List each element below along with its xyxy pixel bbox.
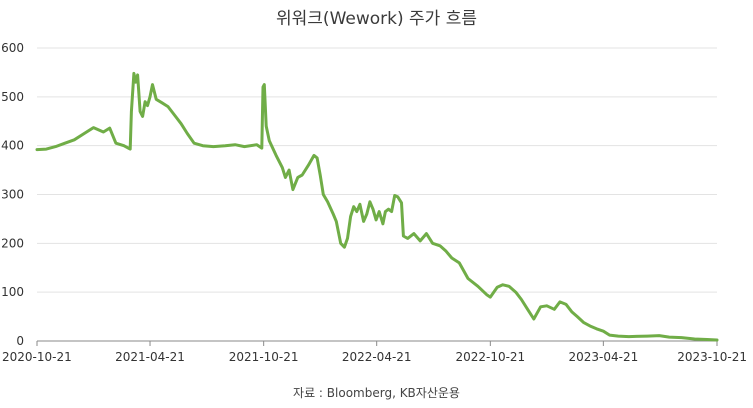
y-tick-label: 300	[1, 188, 24, 202]
y-tick-label: 500	[1, 90, 24, 104]
x-tick-label: 2023-10-21	[677, 350, 747, 364]
y-tick-label: 400	[1, 139, 24, 153]
y-tick-label: 200	[1, 236, 24, 250]
y-tick-label: 0	[16, 334, 24, 348]
x-tick-label: 2022-04-21	[342, 350, 412, 364]
y-axis-ticks: 0 100 200 300 400 500 600	[1, 41, 24, 348]
x-tick-label: 2022-10-21	[455, 350, 525, 364]
x-tick-label: 2021-10-21	[229, 350, 299, 364]
y-tick-label: 600	[1, 41, 24, 55]
chart-title: 위워크(Wework) 주가 흐름	[276, 9, 477, 29]
source-note: 자료 : Bloomberg, KB자산운용	[293, 386, 460, 400]
x-axis-ticks: 2020-10-21 2021-04-21 2021-10-21 2022-04-21…	[2, 341, 747, 364]
x-tick-label: 2023-04-21	[568, 350, 638, 364]
y-tick-label: 100	[1, 285, 24, 299]
x-tick-label: 2021-04-21	[115, 350, 185, 364]
gridlines	[37, 47, 717, 293]
x-tick-label: 2020-10-21	[2, 350, 72, 364]
series-line	[35, 71, 719, 342]
series-layer	[35, 71, 719, 342]
